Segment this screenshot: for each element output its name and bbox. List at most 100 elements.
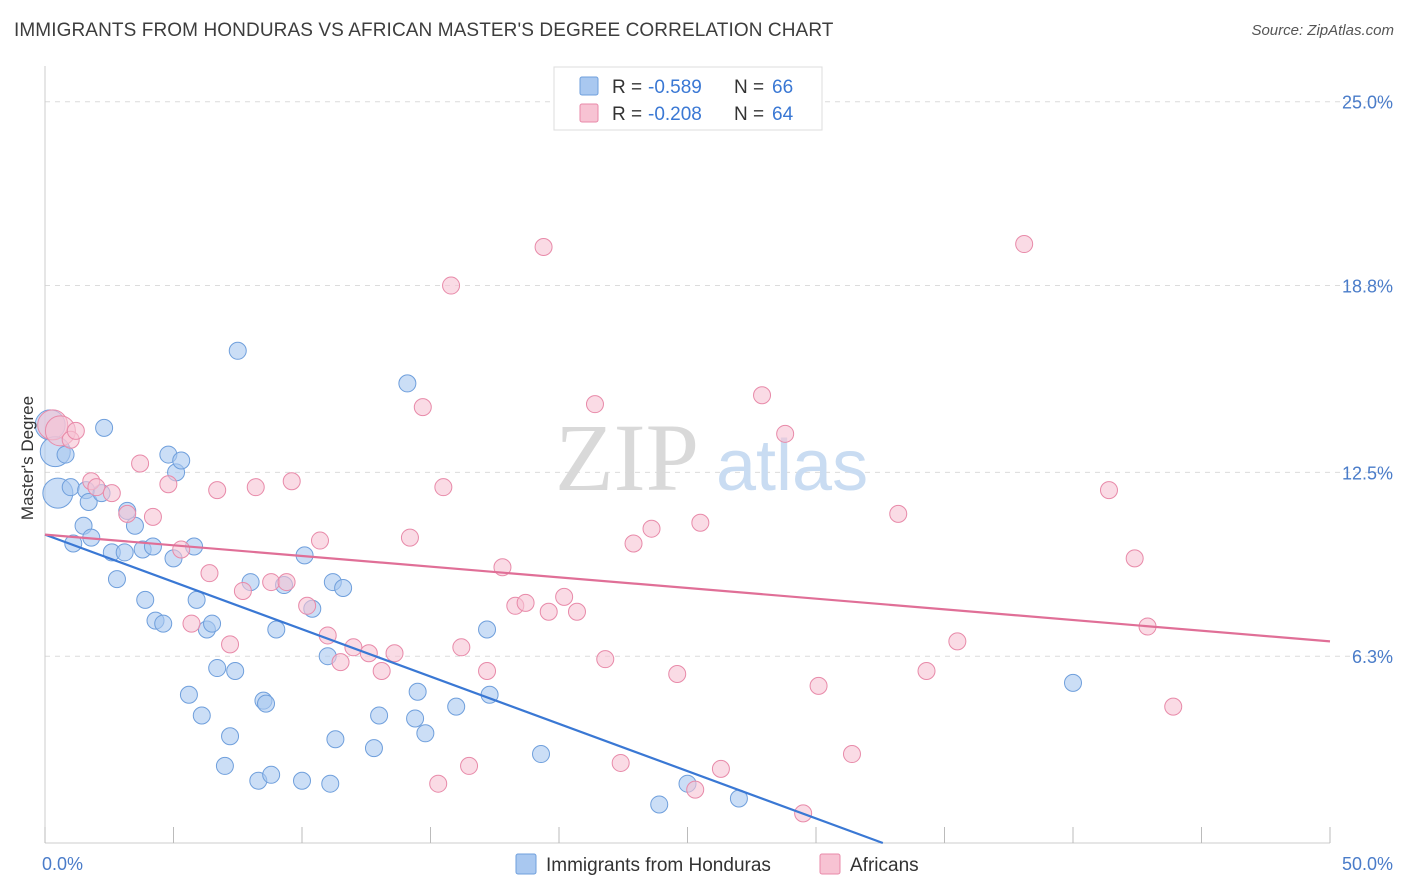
africans-point-39 (516, 593, 535, 612)
legend-top-swatch-blue (579, 76, 599, 96)
africans-point-22 (310, 531, 329, 550)
watermark-zip: ZIP (555, 404, 699, 511)
africans-point-45 (596, 650, 615, 669)
africans-point-36 (478, 662, 497, 681)
honduras-point-52 (364, 739, 383, 758)
africans-point-35 (460, 756, 479, 775)
honduras-point-65 (1064, 673, 1082, 692)
honduras-point-42 (267, 620, 286, 639)
honduras-point-13 (107, 570, 126, 589)
honduras-point-19 (143, 537, 162, 556)
legend-top-r-label-pink: R = (612, 104, 642, 125)
honduras-point-51 (334, 579, 353, 597)
africans-point-42 (555, 587, 574, 606)
legend-top-n-label-pink: N = (734, 104, 764, 125)
honduras-point-41 (262, 765, 281, 784)
africans-point-46 (611, 753, 630, 772)
legend-top-r-value-blue: -0.589 (648, 77, 702, 98)
africans-point-54 (776, 424, 795, 443)
africans-point-31 (429, 774, 448, 793)
x-tick-label-0: 0.0% (42, 854, 83, 874)
honduras-point-35 (226, 662, 245, 681)
x-tick-label-1: 50.0% (1342, 854, 1393, 874)
honduras-point-25 (172, 451, 191, 470)
chart-title: IMMIGRANTS FROM HONDURAS VS AFRICAN MAST… (14, 20, 834, 41)
honduras-point-34 (221, 727, 240, 746)
series-africans-points (37, 235, 1183, 823)
legend-top-r-label-blue: R = (612, 77, 642, 98)
africans-point-29 (400, 528, 419, 547)
honduras-point-18 (136, 590, 155, 609)
africans-point-9 (143, 507, 162, 526)
y-tick-label-0: 6.3% (1352, 647, 1393, 667)
y-tick-label-2: 18.8% (1342, 277, 1393, 297)
honduras-point-5 (64, 534, 83, 553)
source-label: Source: ZipAtlas.com (1251, 22, 1394, 39)
africans-point-49 (668, 664, 687, 683)
honduras-point-40 (257, 694, 276, 713)
honduras-point-4 (61, 478, 80, 497)
legend-top-n-value-blue: 66 (772, 77, 793, 98)
africans-point-32 (434, 478, 453, 497)
africans-point-43 (567, 602, 586, 621)
africans-point-21 (298, 596, 317, 615)
africans-point-40 (534, 238, 553, 257)
honduras-point-56 (408, 682, 427, 701)
africans-point-7 (118, 504, 137, 523)
africans-point-13 (200, 564, 219, 583)
honduras-point-36 (228, 341, 247, 360)
africans-point-6 (102, 484, 121, 503)
africans-point-30 (413, 398, 432, 417)
honduras-point-62 (650, 795, 669, 814)
africans-point-18 (262, 573, 281, 592)
africans-point-28 (385, 644, 404, 663)
africans-point-59 (917, 662, 936, 681)
honduras-point-57 (416, 724, 435, 743)
africans-point-41 (539, 602, 558, 621)
honduras-point-28 (187, 590, 206, 609)
africans-point-10 (159, 475, 178, 494)
honduras-point-31 (203, 614, 222, 633)
africans-point-51 (691, 513, 710, 532)
legend-top-r-value-pink: -0.208 (648, 104, 702, 125)
africans-point-33 (442, 276, 461, 295)
legend-top-n-label-blue: N = (734, 77, 764, 98)
honduras-point-49 (326, 730, 345, 749)
africans-point-50 (686, 780, 705, 799)
africans-point-34 (452, 638, 471, 657)
legend-bottom-swatch-blue (515, 853, 537, 875)
honduras-point-14 (115, 543, 134, 562)
legend-top-n-value-pink: 64 (772, 104, 794, 125)
honduras-trend-line (44, 533, 884, 845)
legend-bottom-label-blue: Immigrants from Honduras (546, 855, 771, 876)
honduras-point-54 (398, 374, 417, 393)
honduras-point-33 (215, 756, 234, 775)
africans-point-11 (172, 540, 191, 559)
honduras-point-8 (79, 493, 98, 512)
africans-point-56 (809, 676, 828, 695)
africans-point-12 (182, 614, 201, 633)
africans-point-19 (277, 573, 296, 592)
africans-point-8 (131, 454, 150, 473)
honduras-point-44 (293, 771, 311, 790)
africans-point-14 (208, 481, 227, 500)
honduras-point-10 (95, 418, 114, 437)
y-axis-label: Master's Degree (18, 396, 37, 520)
honduras-point-59 (478, 620, 497, 639)
honduras-point-58 (447, 697, 466, 716)
honduras-point-29 (192, 706, 211, 725)
africans-point-60 (948, 632, 967, 651)
africans-point-17 (246, 478, 265, 497)
y-tick-label-3: 25.0% (1342, 93, 1393, 113)
africans-point-47 (624, 534, 643, 553)
legend-bottom-label-pink: Africans (850, 855, 919, 876)
africans-point-16 (233, 581, 252, 600)
africans-point-65 (1164, 697, 1183, 716)
africans-point-20 (282, 472, 301, 491)
africans-point-63 (1125, 549, 1144, 568)
y-tick-label-1: 12.5% (1342, 463, 1393, 483)
honduras-point-53 (370, 706, 389, 725)
honduras-point-55 (406, 709, 425, 728)
africans-point-62 (1099, 481, 1118, 500)
